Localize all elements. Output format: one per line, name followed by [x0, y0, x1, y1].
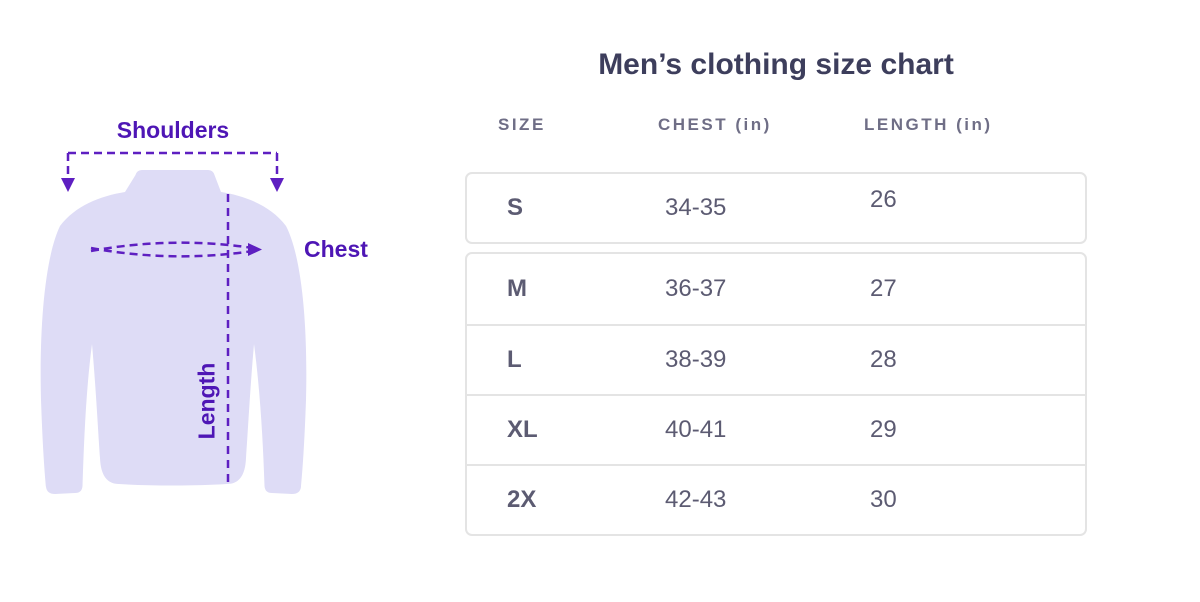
shoulders-measure-bracket — [61, 151, 284, 192]
chest-cell: 38-39 — [665, 346, 727, 373]
shirt-measurement-diagram: Shoulders Chest Length — [0, 0, 460, 602]
size-cell: L — [507, 346, 522, 373]
table-row: 2X 42-43 30 — [467, 464, 1085, 534]
length-cell: 29 — [870, 416, 897, 443]
length-cell: 27 — [870, 275, 897, 302]
shoulders-label: Shoulders — [116, 117, 230, 143]
arrow-down-right-icon — [270, 178, 284, 192]
chest-label: Chest — [304, 236, 368, 262]
table-row-group-m-2x: M 36-37 27 L 38-39 28 XL 40-41 29 2X 42-… — [465, 252, 1087, 536]
length-cell: 26 — [870, 186, 897, 213]
shirt-silhouette — [40, 170, 307, 494]
chest-measure-ellipse — [90, 241, 262, 258]
chest-cell: 36-37 — [665, 275, 727, 302]
arrow-right-icon — [248, 243, 262, 256]
chest-cell: 42-43 — [665, 486, 727, 513]
column-header-length: LENGTH (in) — [864, 115, 993, 134]
size-cell: 2X — [507, 486, 537, 513]
length-cell: 28 — [870, 346, 897, 373]
length-cell: 30 — [870, 486, 897, 513]
size-cell: M — [507, 275, 527, 302]
table-header-row: SIZE CHEST (in) LENGTH (in) — [465, 115, 1087, 135]
length-label: Length — [193, 362, 220, 440]
arrow-down-left-icon — [61, 178, 75, 192]
shirt-illustration — [40, 151, 307, 494]
column-header-chest: CHEST (in) — [658, 115, 772, 134]
table-row: M 36-37 27 — [467, 254, 1085, 324]
column-header-size: SIZE — [498, 115, 546, 134]
size-cell: XL — [507, 416, 538, 443]
chest-cell: 40-41 — [665, 416, 727, 443]
chest-cell: 34-35 — [665, 194, 727, 221]
table-row: S 34-35 26 — [467, 174, 1085, 242]
table-row-group-s: S 34-35 26 — [465, 172, 1087, 244]
table-row: XL 40-41 29 — [467, 394, 1085, 464]
size-cell: S — [507, 194, 524, 221]
page-title: Men’s clothing size chart — [598, 48, 954, 81]
table-row: L 38-39 28 — [467, 324, 1085, 394]
